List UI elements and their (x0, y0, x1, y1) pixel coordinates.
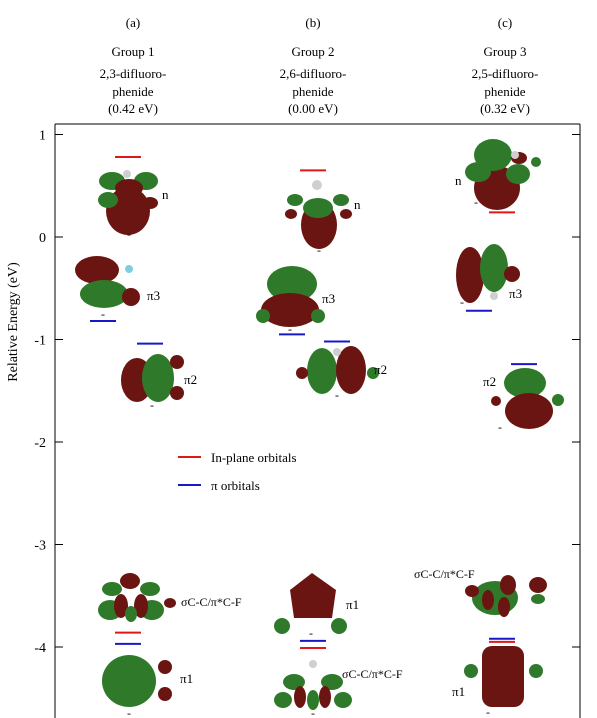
group-title-1: Group 1 (112, 44, 155, 59)
orbital-g3-pi3 (456, 244, 520, 303)
panel-label-c: (c) (498, 15, 512, 30)
molecule-name-1b: phenide (112, 84, 153, 99)
label-g3-pi3: π3 (509, 286, 522, 301)
label-g1-sigma: σC-C/π*C-F (181, 595, 242, 609)
label-g2-pi1: π1 (346, 597, 359, 612)
molecule-name-1a: 2,3-difluoro- (100, 66, 167, 81)
minus-g3-pi3: - (460, 295, 464, 309)
label-g3-pi1: π1 (452, 684, 465, 699)
y-tick-label: -1 (34, 334, 46, 349)
minus-g1-pi2: - (150, 398, 154, 412)
orbital-g2-pi2 (296, 346, 379, 394)
label-g1-pi3: π3 (147, 288, 160, 303)
label-g2-pi2: π2 (374, 362, 387, 377)
plot-frame (54, 123, 581, 718)
orbital-g2-sigma (274, 660, 352, 710)
panel-label-a: (a) (126, 15, 140, 30)
orbital-g3-sigma (465, 575, 547, 617)
label-g1-n: n (162, 187, 169, 202)
orbital-labels: n n n π3 π3 π3 π2 π2 π2 σC-C/π*C-F σC-C/… (147, 173, 522, 699)
molecule-energy-3: (0.32 eV) (480, 101, 530, 116)
y-axis-title: Relative Energy (eV) (6, 262, 21, 382)
energy-levels (90, 156, 537, 650)
orbital-g3-pi2 (491, 368, 564, 429)
molecule-name-3b: phenide (484, 84, 525, 99)
orbital-images (75, 139, 564, 710)
minus-g3-pi1: - (486, 705, 490, 718)
phase-signs: - - - - - - - - - - - - - (101, 195, 502, 718)
minus-g3-pi2: - (498, 420, 502, 434)
legend-label-pi: π orbitals (211, 478, 260, 493)
orbital-g2-pi1 (274, 573, 347, 634)
molecule-name-3a: 2,5-difluoro- (472, 66, 539, 81)
orbital-g3-n (465, 139, 541, 210)
molecule-energy-2: (0.00 eV) (288, 101, 338, 116)
y-tick-label: -3 (34, 539, 46, 554)
group-title-3: Group 3 (484, 44, 527, 59)
minus-g2-sigma: - (311, 706, 315, 718)
y-axis-ticks: 1 0 -1 -2 -3 -4 (34, 129, 580, 656)
molecule-energy-1: (0.42 eV) (108, 101, 158, 116)
minus-g2-pi3: - (288, 322, 292, 336)
molecule-name-2a: 2,6-difluoro- (280, 66, 347, 81)
label-g3-pi2: π2 (483, 374, 496, 389)
minus-g1-n: - (127, 227, 131, 241)
column-headers: (a) Group 1 2,3-difluoro- phenide (0.42 … (100, 15, 539, 116)
label-g1-pi2: π2 (184, 372, 197, 387)
minus-g1-pi3: - (101, 307, 105, 321)
label-g3-n: n (455, 173, 462, 188)
minus-g3-n: - (474, 195, 478, 209)
orbital-g1-sigma (98, 573, 176, 622)
orbital-g2-n (285, 180, 352, 249)
legend: In-plane orbitals π orbitals (178, 450, 297, 493)
minus-g1-pi1: - (127, 706, 131, 718)
label-g1-pi1: π1 (180, 671, 193, 686)
label-g3-sigma: σC-C/π*C-F (414, 567, 475, 581)
orbital-g1-pi2 (121, 354, 184, 402)
minus-g2-pi2: - (335, 388, 339, 402)
label-g2-n: n (354, 197, 361, 212)
y-tick-label: -4 (34, 641, 46, 656)
y-tick-label: 0 (39, 231, 46, 246)
y-tick-label: -2 (34, 436, 46, 451)
orbital-g1-pi3 (75, 256, 140, 308)
minus-g2-n: - (317, 243, 321, 257)
label-g2-sigma: σC-C/π*C-F (342, 667, 403, 681)
panel-label-b: (b) (305, 15, 320, 30)
legend-label-in-plane: In-plane orbitals (211, 450, 297, 465)
orbital-g1-n (98, 170, 158, 235)
orbital-g1-pi1 (102, 655, 172, 707)
orbital-g3-pi1 (464, 646, 543, 707)
y-tick-label: 1 (39, 129, 46, 144)
label-g2-pi3: π3 (322, 291, 335, 306)
group-title-2: Group 2 (292, 44, 335, 59)
molecule-name-2b: phenide (292, 84, 333, 99)
orbital-g2-pi3 (256, 266, 325, 327)
minus-g2-pi1: - (309, 626, 313, 640)
